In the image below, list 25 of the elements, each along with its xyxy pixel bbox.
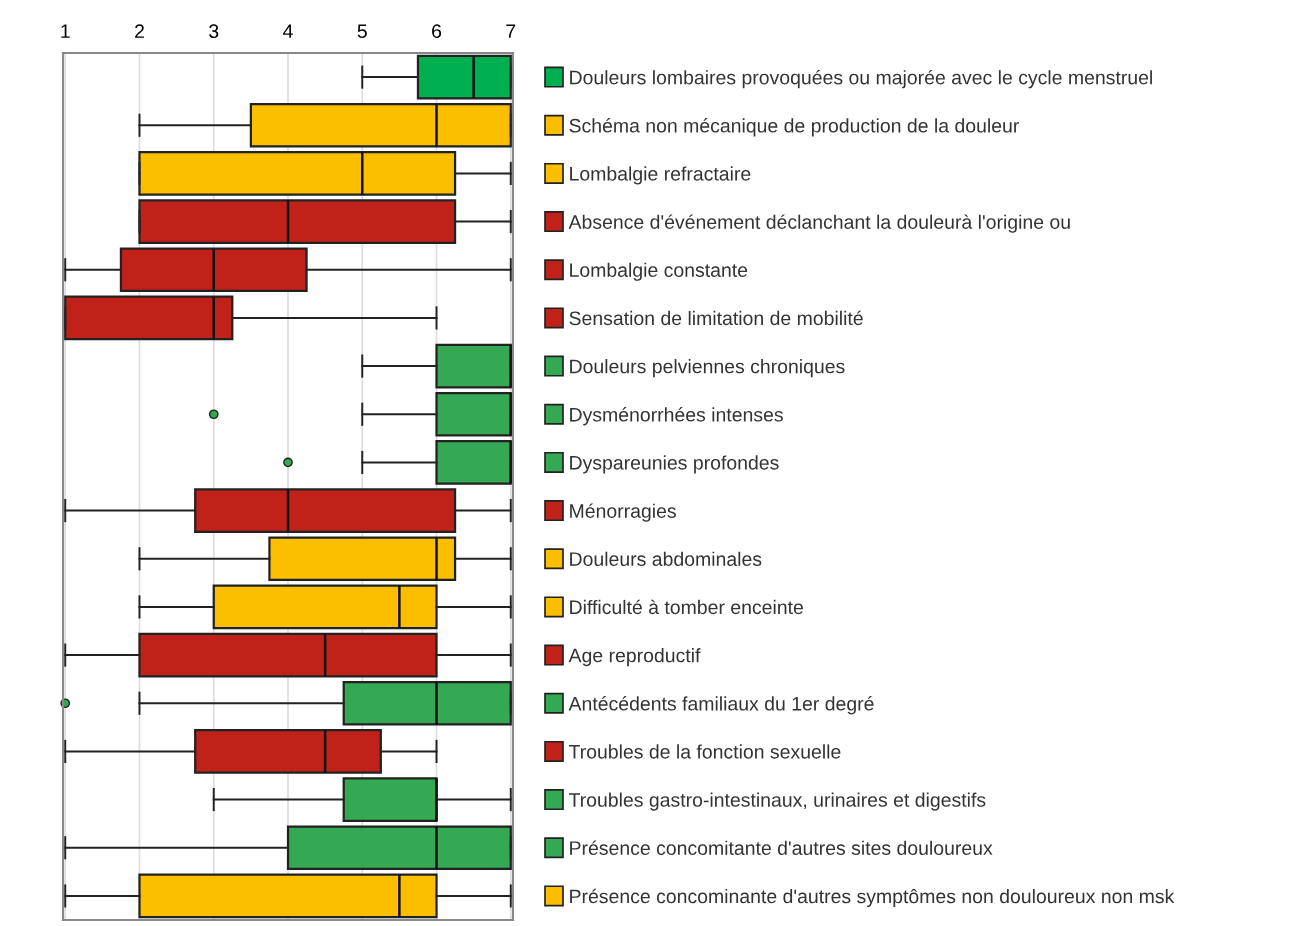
y-tick-label: Antécédents familiaux du 1er degré [568, 696, 874, 715]
y-tick-label: Lombalgie refractaire [570, 166, 751, 185]
y-tick-label: Dysménorrhées intenses [570, 407, 783, 426]
y-tick-label: Ménorragies [570, 503, 676, 522]
y-tick-label: Troubles de la fonction sexuelle [568, 744, 841, 759]
y-tick-label: Absence d'événement déclanchant la douleurà l'origine ou [568, 214, 1070, 233]
y-tick-label: Douleurs abdominales [570, 551, 762, 566]
y-tick-label: Douleurs lombaires provoquées ou majorée avec le cycle menstruel [570, 69, 1152, 89]
y-tick-label: Sensation de limitation de mobilité [569, 310, 863, 326]
x-tick-label: 5 [357, 24, 367, 39]
y-tick-label: Troubles gastro-intestinaux, urinaires et digestifs [568, 792, 986, 811]
y-tick-label: Présence concominante d'autres symptômes non douloureux non msk [570, 888, 1175, 908]
x-tick-label: 6 [432, 24, 442, 39]
y-tick-label: Schéma non mécanique de production de la douleur [569, 118, 1020, 137]
x-tick-label: 7 [506, 24, 516, 38]
y-tick-label: Lombalgie constante [570, 262, 748, 281]
x-tick-label: 3 [209, 24, 219, 39]
y-tick-label: Dyspareunies profondes [570, 455, 779, 474]
x-tick-label: 1 [61, 24, 70, 38]
x-tick-label: 4 [283, 24, 293, 38]
y-tick-label: Douleurs pelviennes chroniques [570, 359, 845, 378]
x-tick-label: 2 [135, 24, 144, 38]
y-tick-label: Présence concomitante d'autres sites douloureux [570, 840, 993, 855]
y-tick-label: Difficulté à tomber enceinte [570, 599, 803, 615]
y-tick-label: Age reproductif [568, 648, 701, 667]
